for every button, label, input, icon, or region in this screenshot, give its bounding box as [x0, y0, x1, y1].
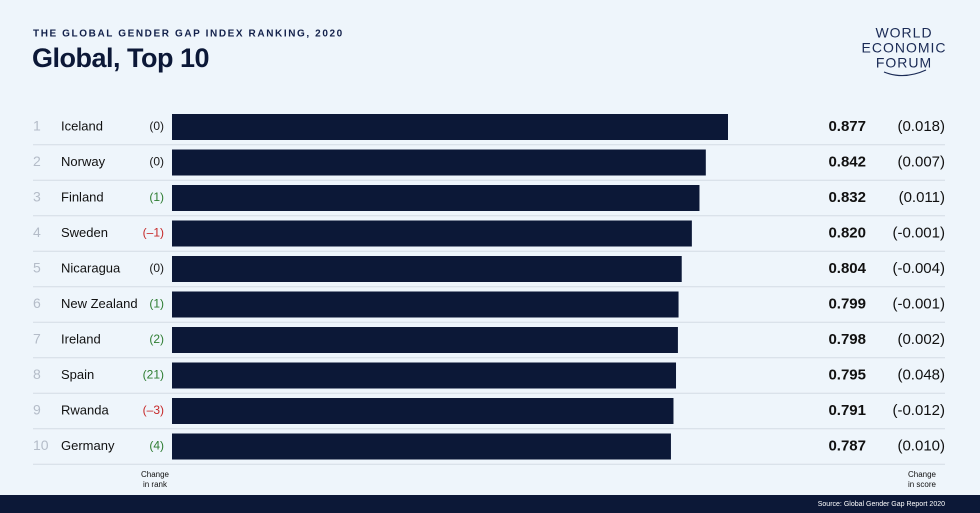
score: 0.842 — [828, 153, 866, 170]
bar — [172, 149, 706, 176]
rank-change: (21) — [143, 368, 164, 382]
column-note: in score — [908, 480, 937, 489]
rank-change: (1) — [149, 297, 164, 311]
rank-change: (4) — [149, 439, 164, 453]
rank-change: (2) — [149, 332, 164, 346]
score-change: (-0.001) — [892, 224, 945, 241]
bar — [172, 114, 728, 140]
country: Finland — [61, 189, 104, 204]
score: 0.877 — [828, 118, 866, 135]
bar — [172, 291, 679, 318]
bar — [172, 220, 692, 247]
score: 0.804 — [828, 260, 866, 277]
score: 0.798 — [828, 331, 866, 348]
score-change: (-0.001) — [892, 295, 945, 312]
country: Germany — [61, 438, 115, 453]
score-change: (0.007) — [897, 153, 945, 170]
score: 0.795 — [828, 366, 866, 383]
country: New Zealand — [61, 296, 138, 311]
rank: 3 — [33, 189, 41, 205]
score-change: (0.018) — [897, 118, 945, 135]
source: Source: Global Gender Gap Report 2020 — [818, 501, 945, 508]
score: 0.799 — [828, 295, 866, 312]
rank: 9 — [33, 402, 41, 418]
chart-title: Global, Top 10 — [32, 43, 209, 73]
country: Spain — [61, 367, 94, 382]
bar — [172, 398, 674, 424]
rank-change: (1) — [149, 190, 164, 204]
rank: 5 — [33, 260, 41, 276]
score: 0.787 — [828, 437, 866, 454]
footer-band — [0, 495, 980, 513]
logo-text: WORLD — [875, 25, 932, 41]
bar — [172, 185, 700, 211]
bar — [172, 327, 678, 353]
bar — [172, 433, 671, 460]
column-note: Change — [141, 470, 170, 479]
column-note: in rank — [143, 480, 168, 489]
rank-change: (0) — [149, 119, 164, 133]
country: Nicaragua — [61, 260, 121, 275]
score-change: (0.048) — [897, 366, 945, 383]
bar — [172, 256, 682, 282]
score: 0.820 — [828, 224, 866, 241]
country: Norway — [61, 154, 106, 169]
country: Ireland — [61, 331, 101, 346]
score-change: (0.002) — [897, 331, 945, 348]
score-change: (0.011) — [899, 189, 945, 206]
rank: 4 — [33, 224, 41, 240]
logo-arc — [883, 69, 927, 77]
rank: 2 — [33, 153, 41, 169]
rank: 10 — [33, 437, 49, 453]
country: Iceland — [61, 118, 103, 133]
bar — [172, 362, 677, 389]
rank-change: (0) — [149, 155, 164, 169]
rank-change: (–1) — [143, 226, 164, 240]
logo-text: ECONOMIC — [862, 40, 947, 56]
score: 0.791 — [828, 402, 866, 419]
rank-change: (0) — [149, 261, 164, 275]
rank-change: (–3) — [143, 403, 164, 417]
logo-text: FORUM — [876, 55, 932, 71]
rank: 8 — [33, 366, 41, 382]
rank: 7 — [33, 331, 41, 347]
rank: 6 — [33, 295, 41, 311]
column-note: Change — [908, 470, 937, 479]
country: Rwanda — [61, 402, 109, 417]
country: Sweden — [61, 225, 108, 240]
score-change: (-0.012) — [892, 402, 945, 419]
score: 0.832 — [828, 189, 866, 206]
score-change: (-0.004) — [892, 260, 945, 277]
score-change: (0.010) — [897, 437, 945, 454]
supertitle: THE GLOBAL GENDER GAP INDEX RANKING, 202… — [33, 29, 344, 40]
rank: 1 — [33, 118, 41, 134]
